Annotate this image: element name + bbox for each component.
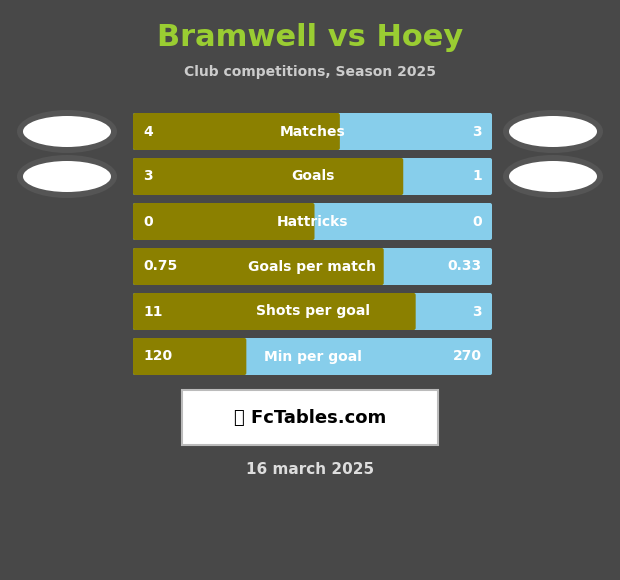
Text: 0.33: 0.33: [448, 259, 482, 274]
Ellipse shape: [17, 110, 117, 153]
Ellipse shape: [509, 116, 597, 147]
Text: Min per goal: Min per goal: [264, 350, 361, 364]
FancyBboxPatch shape: [133, 338, 492, 375]
FancyBboxPatch shape: [133, 203, 314, 240]
Text: Goals per match: Goals per match: [249, 259, 376, 274]
Text: 0: 0: [472, 215, 482, 229]
FancyBboxPatch shape: [133, 293, 415, 330]
Text: Goals: Goals: [291, 169, 334, 183]
Ellipse shape: [17, 155, 117, 198]
Text: 11: 11: [143, 304, 162, 318]
Ellipse shape: [23, 161, 111, 192]
Text: 16 march 2025: 16 march 2025: [246, 462, 374, 477]
Ellipse shape: [503, 110, 603, 153]
Text: Bramwell vs Hoey: Bramwell vs Hoey: [157, 24, 463, 53]
Text: 0.75: 0.75: [143, 259, 177, 274]
FancyBboxPatch shape: [133, 338, 246, 375]
FancyBboxPatch shape: [133, 293, 492, 330]
Text: 0: 0: [143, 215, 153, 229]
Text: Shots per goal: Shots per goal: [255, 304, 370, 318]
Text: 3: 3: [472, 304, 482, 318]
Text: Matches: Matches: [280, 125, 345, 139]
Text: Hattricks: Hattricks: [277, 215, 348, 229]
Text: Club competitions, Season 2025: Club competitions, Season 2025: [184, 65, 436, 79]
Text: 4: 4: [143, 125, 153, 139]
FancyBboxPatch shape: [133, 113, 340, 150]
FancyBboxPatch shape: [182, 390, 438, 445]
Ellipse shape: [509, 161, 597, 192]
Ellipse shape: [23, 116, 111, 147]
Text: 🏆 FcTables.com: 🏆 FcTables.com: [234, 408, 386, 426]
FancyBboxPatch shape: [133, 248, 384, 285]
FancyBboxPatch shape: [133, 248, 492, 285]
Text: 1: 1: [472, 169, 482, 183]
FancyBboxPatch shape: [133, 203, 492, 240]
Text: 120: 120: [143, 350, 172, 364]
Ellipse shape: [503, 155, 603, 198]
FancyBboxPatch shape: [133, 113, 492, 150]
Text: 3: 3: [472, 125, 482, 139]
FancyBboxPatch shape: [133, 158, 403, 195]
Text: 3: 3: [143, 169, 153, 183]
Text: 270: 270: [453, 350, 482, 364]
FancyBboxPatch shape: [133, 158, 492, 195]
